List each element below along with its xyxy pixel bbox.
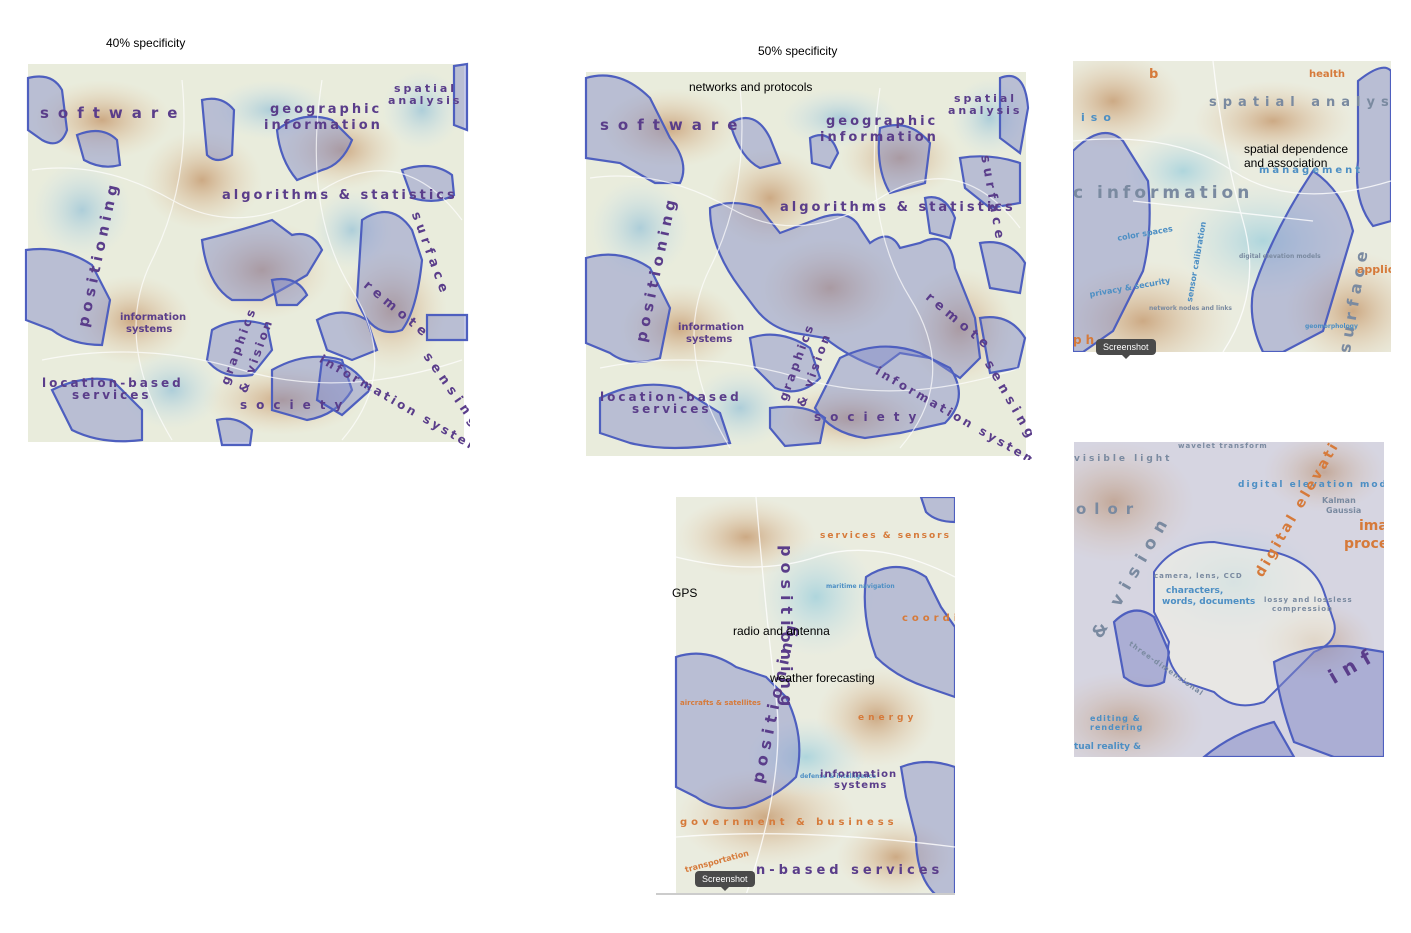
zoom3-energy: energy	[858, 713, 918, 723]
zoom-positioning-background	[656, 497, 955, 895]
screenshot-tooltip-2: Screenshot	[695, 871, 755, 891]
zoom1-b: b	[1149, 67, 1159, 82]
zoom2-olor: olor	[1076, 500, 1142, 518]
zoom2-wavelet: wavelet transform	[1178, 442, 1268, 450]
zoom3-government: government & business	[680, 817, 898, 828]
annotation-radio-antenna: radio and antenna	[733, 624, 830, 638]
zoom1-ph: ph	[1073, 333, 1099, 347]
label-algorithms-2: algorithms & statistics	[780, 200, 1016, 215]
zoom-positioning[interactable]: services & sensors positioning maritime …	[656, 497, 955, 895]
zoom3-services-sensors: services & sensors	[820, 531, 951, 541]
zoom2-camera: camera, lens, CCD	[1154, 572, 1243, 580]
zoom2-compression: compression	[1272, 605, 1333, 613]
annotation-weather-forecasting: weather forecasting	[770, 671, 875, 685]
zoom3-lbs: n-based services	[756, 863, 944, 878]
zoom2-kalman: Kalman	[1322, 496, 1356, 505]
zoom2-vr: tual reality &	[1074, 742, 1141, 752]
zoom2-editing: editing &	[1090, 714, 1141, 723]
annotation-gps: GPS	[672, 586, 698, 600]
zoom1-geomorph: geomorphology	[1305, 323, 1358, 330]
label-society: society	[240, 398, 352, 412]
label-geographic: geographic	[270, 102, 383, 117]
zoom-spatial-background	[1073, 61, 1391, 352]
label-information-systems-2: systems	[126, 324, 173, 335]
zoom2-words: words, documents	[1162, 597, 1256, 607]
label-software-2: software	[600, 116, 747, 134]
caption-50-specificity: 50% specificity	[758, 44, 838, 58]
zoom2-ima: ima	[1359, 518, 1384, 534]
label-services: services	[72, 388, 152, 402]
zoom3-information: information	[820, 769, 898, 780]
label-analysis: analysis	[388, 94, 463, 107]
zoom3-defense: defense & intelligence	[800, 773, 877, 780]
zoom1-applica: applica	[1357, 263, 1391, 276]
label-location-based: location-based	[42, 376, 184, 390]
annotation-networks-protocols: networks and protocols	[689, 80, 813, 94]
map-40-specificity[interactable]: software geographic information spatial …	[22, 60, 470, 450]
zoom2-dem: digital elevation mode	[1238, 480, 1384, 490]
zoom1-management: management	[1259, 165, 1364, 176]
label-services-2: services	[632, 402, 712, 416]
zoom3-maritime: maritime navigation	[826, 583, 895, 590]
label-information-systems-2a: information	[678, 322, 745, 333]
zoom2-rendering: rendering	[1090, 723, 1144, 732]
zoom1-spatial-analysis: spatial analysis	[1209, 95, 1391, 110]
zoom2-gaussia: Gaussia	[1326, 506, 1362, 515]
zoom-spatial-analysis[interactable]: b health spatial analysis iso management…	[1073, 61, 1391, 352]
zoom2-visible-light: visible light	[1074, 454, 1173, 464]
label-society-2: society	[814, 410, 926, 424]
map-50-specificity[interactable]: software geographic information spatial …	[580, 68, 1032, 460]
zoom3-coord: coordi	[902, 613, 955, 624]
label-location-based-2: location-based	[600, 390, 742, 404]
label-algorithms: algorithms & statistics	[222, 188, 458, 203]
zoom1-health: health	[1309, 69, 1345, 80]
label-information-2: information	[820, 130, 939, 145]
label-spatial: spatial	[394, 82, 458, 95]
zoom3-systems: systems	[834, 780, 888, 791]
label-geographic-2: geographic	[826, 114, 939, 129]
label-information: information	[264, 118, 383, 133]
label-software: software	[40, 104, 187, 122]
zoom1-c-information: c information	[1073, 183, 1254, 203]
zoom3-aircraft: aircrafts & satellites	[680, 699, 761, 707]
zoom1-iso: iso	[1081, 111, 1117, 124]
annotation-spatial-dependence: spatial dependence and association	[1244, 142, 1349, 170]
map-40-background	[24, 62, 469, 447]
zoom2-lossy: lossy and lossless	[1264, 596, 1353, 604]
label-information-systems-2b: systems	[686, 334, 733, 345]
zoom-graphics-vision[interactable]: wavelet transform visible light digital …	[1074, 442, 1384, 757]
label-information-systems-1: information	[120, 312, 187, 323]
screenshot-tooltip-1: Screenshot	[1096, 339, 1156, 359]
caption-40-specificity: 40% specificity	[106, 36, 186, 50]
zoom2-characters: characters,	[1166, 586, 1224, 596]
zoom-vision-background	[1074, 442, 1384, 757]
label-spatial-2: spatial	[954, 92, 1018, 105]
zoom2-proce: proce	[1344, 536, 1384, 552]
zoom1-dem: digital elevation models	[1239, 253, 1321, 260]
label-analysis-2: analysis	[948, 104, 1023, 117]
zoom1-network-nodes: network nodes and links	[1149, 305, 1232, 312]
map-50-background	[584, 72, 1030, 456]
